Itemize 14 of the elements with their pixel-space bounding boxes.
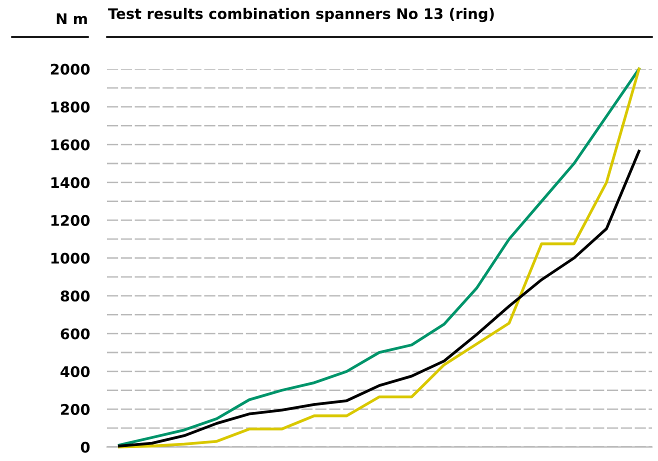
line-series [118, 150, 640, 448]
y-tick-label: 400 [60, 366, 90, 378]
y-tick-label: 200 [61, 404, 90, 415]
y-tick-label: 1400 [51, 177, 90, 188]
y-tick-label: 2000 [50, 64, 90, 75]
y-tick-label: 800 [60, 290, 90, 302]
y-tick-label: 1200 [51, 214, 90, 226]
y-tick-label: 1000 [51, 252, 90, 264]
chart-title: Test results combination spanners No 13 (ring) [108, 8, 494, 22]
y-axis-title: N m [56, 13, 87, 24]
y-tick-label: 0 [80, 442, 90, 453]
y-tick-label: 600 [60, 328, 90, 340]
y-tick-label: 1800 [51, 102, 90, 113]
y-tick-label: 1600 [51, 139, 90, 150]
